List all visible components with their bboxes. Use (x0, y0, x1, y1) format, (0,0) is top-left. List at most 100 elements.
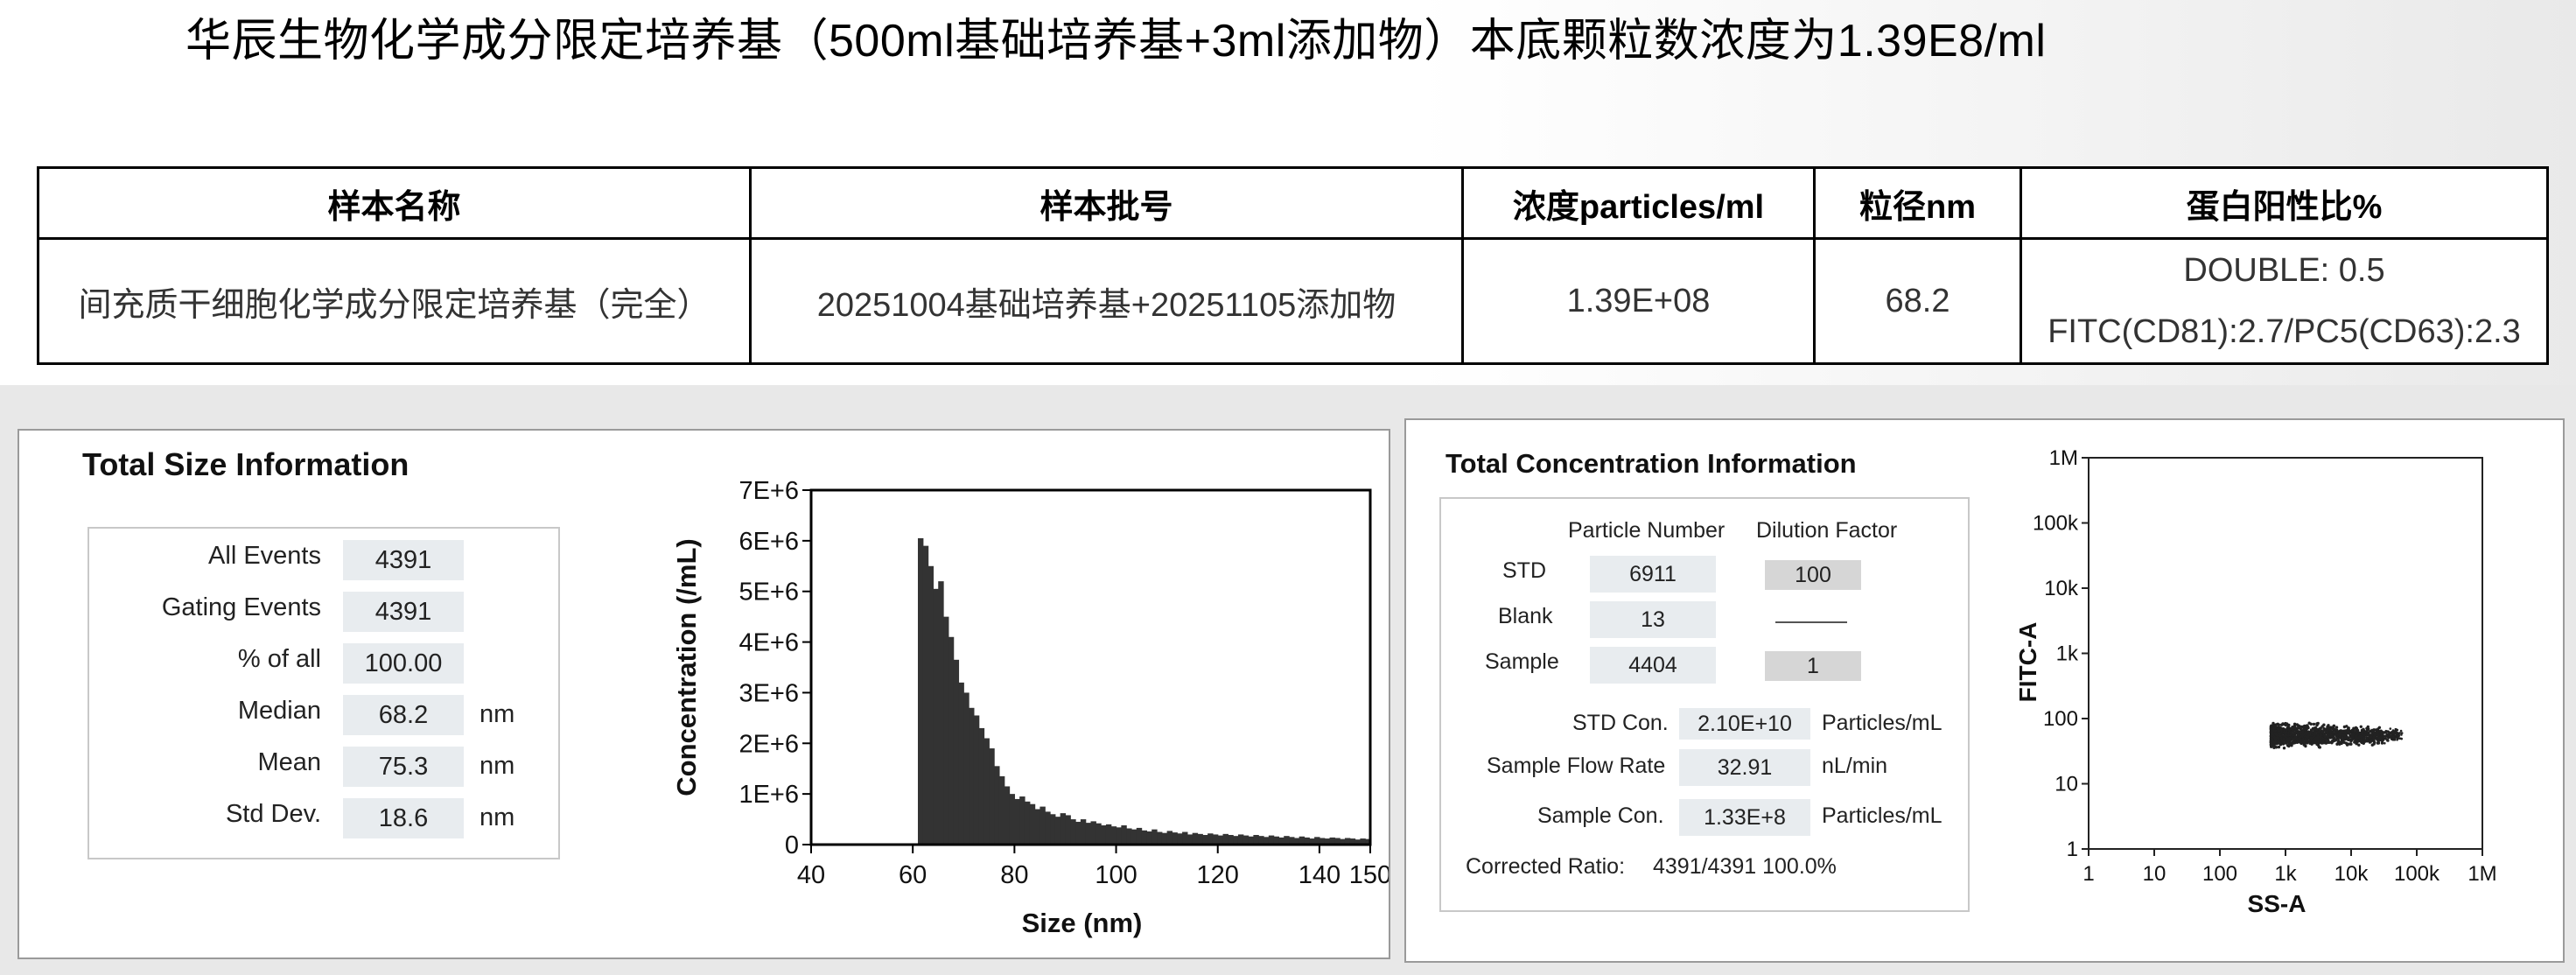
scatter-point (2306, 731, 2310, 734)
scatter-point (2269, 741, 2273, 745)
histogram-bar (1136, 827, 1143, 845)
histogram-bar (1186, 834, 1194, 845)
sample-label: Sample (1485, 649, 1559, 674)
histogram-bar (1248, 836, 1254, 845)
cell-batch: 20251004基础培养基+20251105添加物 (749, 237, 1464, 365)
conc-info-title: Total Concentration Information (1446, 448, 1857, 479)
scatter-point (2314, 733, 2317, 736)
scatter-point (2370, 743, 2374, 747)
scatter-point (2279, 726, 2283, 730)
scatter-point (2380, 741, 2384, 745)
histogram-bar (1278, 837, 1284, 845)
histogram-bar (1130, 829, 1138, 845)
scatter-point (2283, 730, 2286, 734)
histogram-bar (1258, 836, 1264, 845)
histogram-bar (1202, 835, 1208, 845)
sample-con-label: Sample Con. (1537, 803, 1664, 828)
flow-rate-label: Sample Flow Rate (1487, 754, 1666, 778)
scatter-point (2357, 735, 2361, 739)
scatter-point (2323, 734, 2328, 739)
scatter-point (2289, 730, 2293, 734)
histogram-bar (1298, 836, 1306, 845)
histogram-bar (1126, 828, 1132, 845)
scatter-point (2366, 727, 2370, 732)
size-stat-label: Mean (257, 748, 321, 776)
x-tick-label: 10 (2143, 862, 2166, 886)
y-tick-label: 1k (2056, 642, 2079, 666)
scatter-point (2386, 733, 2390, 735)
histogram-bar (1040, 806, 1046, 845)
scatter-point (2274, 726, 2278, 729)
page-title: 华辰生物化学成分限定培养基（500ml基础培养基+3ml添加物）本底颗粒数浓度为… (186, 16, 2047, 67)
histogram-bar (1157, 831, 1163, 845)
histogram-bar (1014, 798, 1020, 845)
scatter-point (2399, 729, 2403, 733)
scatter-point (2361, 729, 2365, 733)
size-stat-label: All Events (208, 542, 321, 570)
y-tick-label: 10k (2044, 577, 2079, 600)
histogram-bar (1105, 824, 1112, 845)
scatter-point (2389, 734, 2391, 737)
scatter-point (2348, 731, 2352, 734)
x-tick-label: 100 (2202, 862, 2237, 886)
scatter-point (2309, 728, 2314, 732)
scatter-point (2279, 739, 2284, 742)
size-stat-unit: nm (480, 803, 515, 831)
scatter-point (2301, 738, 2305, 741)
histogram-bar (1349, 838, 1356, 845)
fitc-scatter-plot: 1 10 100 1k 10k 100k 1M 1 10 100 1k 10k 100k 1M SS-A FI… (2014, 446, 2497, 917)
scatter-point (2309, 722, 2313, 726)
histogram-bar (1090, 821, 1096, 845)
size-stats-box (88, 527, 560, 859)
scatter-point (2365, 738, 2369, 741)
scatter-point (2397, 736, 2399, 739)
size-stat-label: Std Dev. (225, 800, 321, 828)
histogram-bar (1340, 838, 1346, 845)
scatter-point (2359, 725, 2362, 728)
histogram-bar (994, 766, 1000, 845)
histogram-bar (948, 636, 955, 845)
y-axis-label: Concentration (/mL) (671, 538, 702, 796)
size-stat-label: % of all (237, 645, 321, 673)
scatter-point (2379, 735, 2383, 740)
y-tick-label: 100 (2043, 707, 2078, 731)
histogram-bar (928, 565, 934, 845)
histogram-bar (969, 707, 975, 845)
scatter-point (2289, 726, 2292, 731)
scatter-point (2343, 736, 2347, 740)
sample-con-unit: Particles/mL (1822, 803, 1942, 828)
histogram-bar (1166, 831, 1173, 845)
histogram-bar (1065, 815, 1071, 845)
size-stat-label: Gating Events (161, 593, 321, 621)
scatter-point (2317, 731, 2320, 734)
histogram-bar (998, 775, 1005, 845)
histogram-bar (1034, 809, 1041, 845)
cell-protein: DOUBLE: 0.5 FITC(CD81):2.7/PC5(CD63):2.3 (2020, 237, 2549, 365)
scatter-point (2392, 738, 2395, 741)
histogram-bar (1344, 838, 1351, 845)
cell-sample-name: 间充质干细胞化学成分限定培养基（完全） (37, 237, 752, 365)
scatter-point (2349, 738, 2353, 742)
size-stat-value: 4391 (343, 540, 464, 580)
x-tick-label: 1 (2082, 862, 2094, 886)
scatter-point (2281, 742, 2286, 746)
size-stat-value: 18.6 (343, 798, 464, 838)
std-particle-value: 6911 (1590, 556, 1716, 593)
histogram-bar (1045, 811, 1051, 845)
scatter-point (2368, 740, 2372, 743)
x-tick-label: 40 (797, 861, 825, 889)
histogram-frame (809, 488, 1372, 846)
scatter-point (2300, 725, 2303, 728)
scatter-point (2277, 740, 2280, 745)
cell-size: 68.2 (1813, 237, 2022, 365)
histogram-bar (1289, 837, 1295, 845)
scatter-point (2376, 739, 2380, 742)
scatter-point (2310, 736, 2314, 740)
header-concentration: 浓度particles/ml (1461, 166, 1816, 240)
scatter-point (2278, 732, 2282, 735)
y-tick-label: 2E+6 (738, 730, 799, 758)
summary-table: 样本名称 样本批号 浓度particles/ml 粒径nm 蛋白阳性比% 间充质… (37, 166, 2549, 365)
histogram-bar (1177, 833, 1183, 845)
scatter-point (2305, 741, 2309, 745)
scatter-point (2361, 740, 2364, 743)
